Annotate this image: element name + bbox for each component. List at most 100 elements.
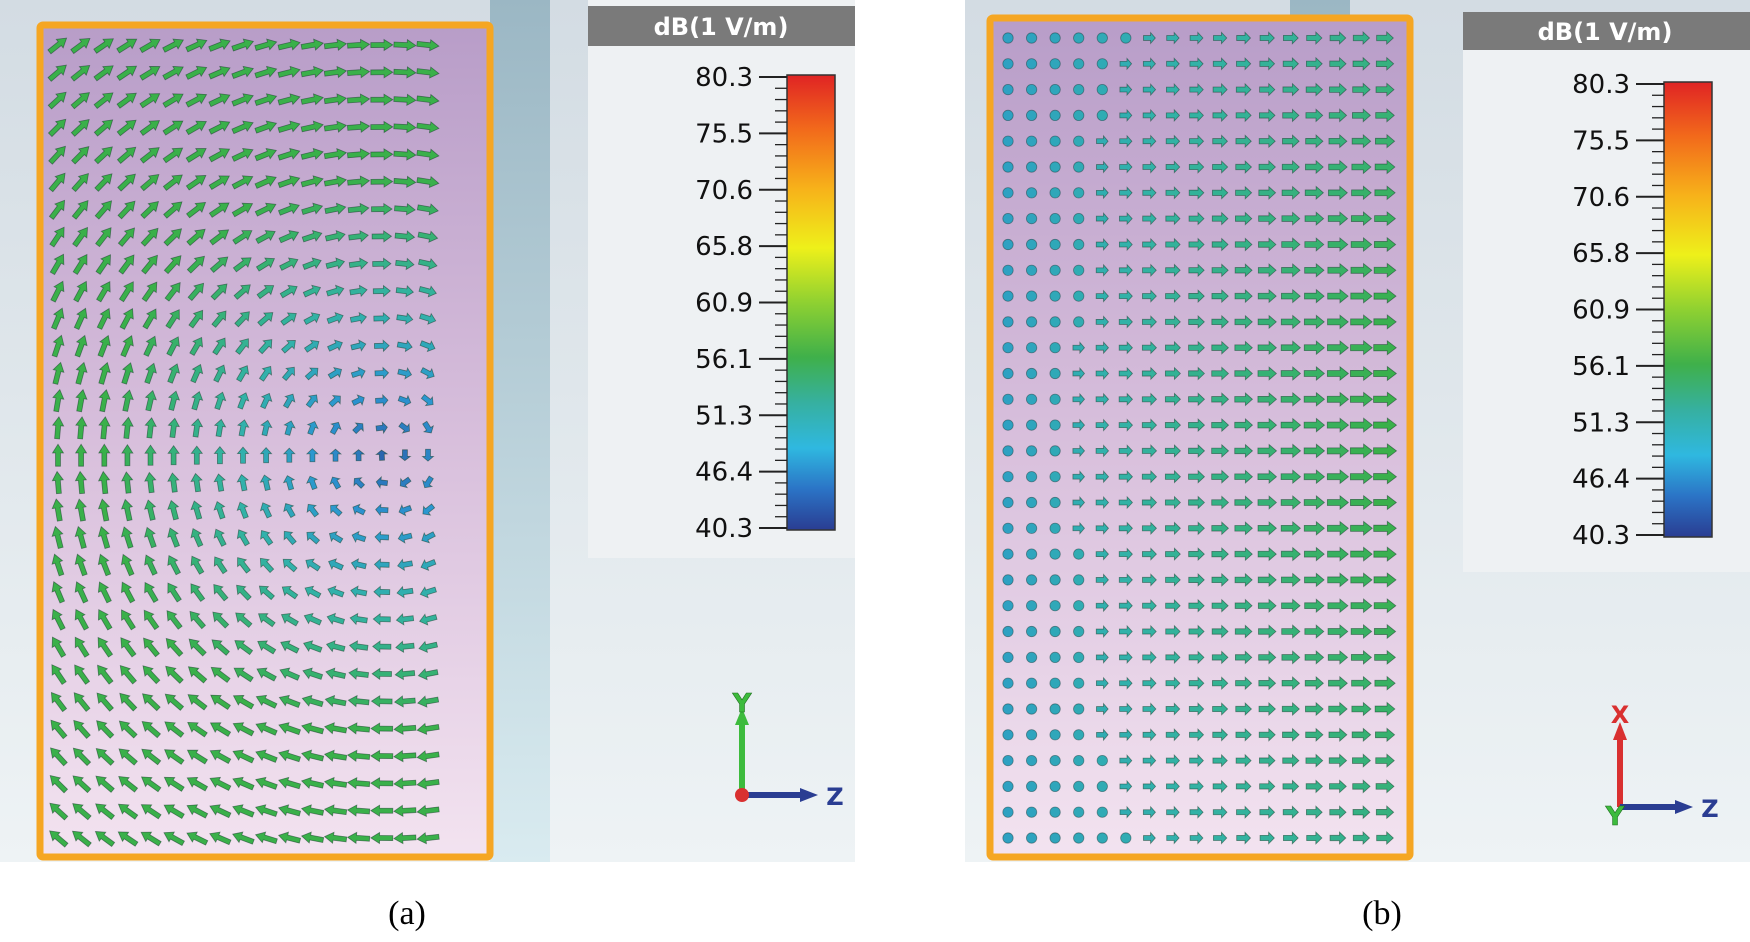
field-arrow: [190, 583, 206, 602]
field-arrow: [1234, 263, 1253, 278]
field-arrow: [1095, 289, 1109, 303]
field-arrow: [1303, 520, 1325, 536]
field-arrow: [399, 476, 412, 489]
field-arrow: [1235, 134, 1252, 149]
field-arrow: [1282, 108, 1300, 123]
field-arrow: [139, 66, 161, 81]
field-arrow: [1072, 392, 1086, 406]
field-arrow: [71, 146, 90, 165]
field-arrow: [1189, 57, 1204, 71]
field-arrow: [165, 665, 184, 684]
field-dot: [1025, 161, 1038, 173]
field-arrow: [300, 147, 324, 161]
field-dot: [1002, 574, 1014, 586]
field-arrow: [208, 93, 231, 108]
field-arrow: [350, 558, 367, 571]
field-arrow: [188, 638, 207, 657]
field-arrow: [283, 503, 296, 519]
field-arrow: [1303, 546, 1325, 562]
field-arrow: [1259, 82, 1276, 97]
field-arrow: [1234, 443, 1254, 459]
field-arrow: [190, 363, 204, 384]
field-arrow: [327, 585, 345, 598]
legend-tick-label: 70.6: [1572, 183, 1630, 213]
field-arrow: [1118, 392, 1134, 406]
field-arrow: [1165, 263, 1181, 278]
field-arrow: [1188, 443, 1206, 458]
field-arrow: [74, 470, 88, 495]
field-dot: [1025, 393, 1038, 405]
field-dot: [1025, 213, 1038, 225]
panel-b-legend-header: [1463, 12, 1750, 50]
field-arrow: [94, 146, 113, 165]
legend-tick-label: 65.8: [1572, 239, 1630, 269]
field-arrow: [346, 831, 371, 845]
field-dot: [1049, 109, 1061, 122]
field-arrow: [121, 389, 134, 412]
field-arrow: [232, 230, 253, 245]
field-arrow: [260, 530, 274, 546]
field-arrow: [373, 585, 391, 599]
field-arrow: [1164, 392, 1182, 407]
field-arrow: [1351, 727, 1372, 743]
field-arrow: [162, 93, 184, 108]
field-arrow: [1258, 211, 1277, 226]
field-arrow: [144, 389, 157, 412]
field-arrow: [1257, 366, 1278, 381]
field-arrow: [416, 66, 440, 79]
field-arrow: [277, 202, 300, 216]
field-arrow: [72, 747, 92, 767]
field-dot: [1049, 651, 1061, 664]
field-arrow: [416, 750, 440, 763]
field-arrow: [347, 120, 371, 134]
field-dot: [1002, 780, 1014, 793]
field-dot: [1049, 832, 1061, 844]
field-arrow: [1350, 624, 1373, 639]
field-arrow: [349, 311, 368, 325]
field-arrow: [1166, 831, 1180, 845]
field-arrow: [120, 498, 134, 522]
field-dot: [1073, 548, 1085, 560]
field-arrow: [1304, 185, 1325, 200]
field-arrow: [1072, 418, 1086, 432]
field-dot: [1049, 161, 1061, 173]
field-arrow: [165, 637, 184, 657]
legend-tick-label: 80.3: [1572, 70, 1630, 100]
field-arrow: [1211, 598, 1229, 613]
field-arrow: [1211, 314, 1229, 329]
field-arrow: [1118, 237, 1133, 252]
field-arrow: [328, 448, 343, 462]
field-arrow: [1351, 185, 1372, 201]
legend-tick-label: 75.5: [695, 119, 753, 149]
field-arrow: [1280, 443, 1302, 459]
field-arrow: [121, 471, 134, 494]
field-arrow: [1376, 30, 1394, 46]
field-arrow: [231, 831, 255, 845]
field-arrow: [306, 421, 319, 436]
field-arrow: [1281, 676, 1301, 691]
field-arrow: [231, 93, 254, 107]
field-arrow: [330, 504, 343, 517]
field-arrow: [231, 38, 255, 52]
field-arrow: [323, 65, 348, 79]
field-arrow: [49, 830, 69, 848]
field-arrow: [1236, 57, 1252, 71]
field-arrow: [1211, 572, 1229, 587]
field-dot: [1025, 625, 1038, 638]
field-arrow: [1188, 418, 1206, 433]
field-arrow: [325, 257, 346, 270]
field-arrow: [1096, 160, 1109, 174]
field-arrow: [1119, 108, 1133, 122]
field-arrow: [282, 447, 296, 463]
field-dot: [1002, 109, 1014, 122]
field-arrow: [1259, 805, 1276, 819]
field-arrow: [254, 65, 278, 79]
field-arrow: [93, 119, 114, 137]
field-arrow: [1326, 417, 1350, 433]
field-arrow: [47, 64, 67, 82]
field-dot: [1096, 109, 1108, 122]
field-arrow: [51, 443, 65, 467]
field-arrow: [1306, 31, 1323, 45]
field-arrow: [1143, 31, 1156, 45]
field-arrow: [1304, 237, 1325, 252]
